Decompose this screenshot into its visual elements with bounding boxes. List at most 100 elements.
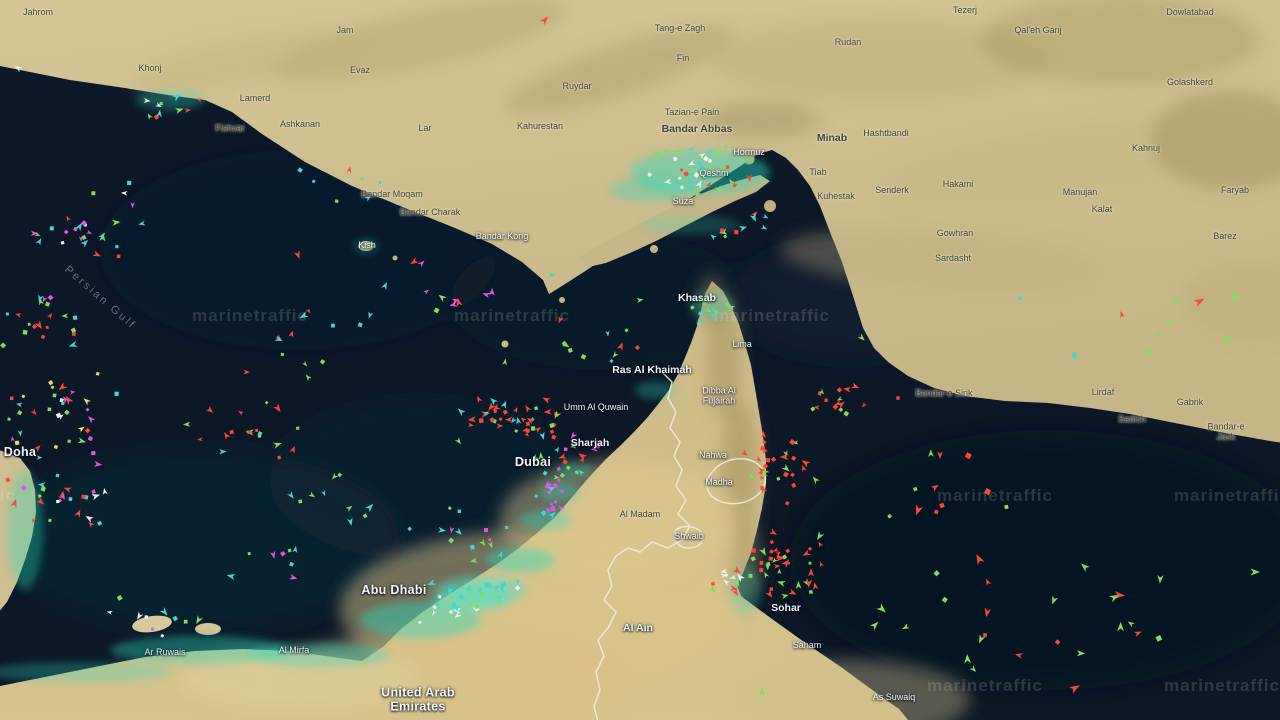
ship-marker[interactable] — [514, 585, 521, 591]
ship-marker[interactable] — [1171, 295, 1181, 306]
ship-marker[interactable] — [795, 580, 802, 589]
ship-marker[interactable] — [50, 385, 55, 390]
ship-marker[interactable] — [41, 295, 48, 304]
ship-marker[interactable] — [547, 490, 552, 495]
ship-marker[interactable] — [1164, 318, 1172, 324]
ship-marker[interactable] — [738, 224, 748, 232]
ship-marker[interactable] — [711, 172, 719, 178]
ship-marker[interactable] — [740, 449, 749, 458]
ship-marker[interactable] — [685, 177, 694, 186]
ship-marker[interactable] — [298, 499, 303, 504]
ship-marker[interactable] — [111, 219, 121, 226]
ship-marker[interactable] — [723, 234, 728, 239]
ship-marker[interactable] — [484, 582, 490, 588]
ship-marker[interactable] — [757, 466, 766, 475]
ship-marker[interactable] — [547, 510, 558, 520]
ship-marker[interactable] — [541, 395, 551, 404]
ship-marker[interactable] — [449, 301, 458, 308]
ship-marker[interactable] — [280, 352, 285, 357]
ship-marker[interactable] — [31, 323, 38, 330]
ship-marker[interactable] — [558, 453, 567, 461]
ship-marker[interactable] — [808, 568, 815, 577]
ship-marker[interactable] — [964, 653, 972, 664]
ship-marker[interactable] — [551, 434, 557, 440]
ship-marker[interactable] — [67, 439, 71, 443]
ship-marker[interactable] — [304, 373, 312, 382]
ship-marker[interactable] — [30, 230, 39, 236]
ship-marker[interactable] — [548, 501, 556, 508]
ship-marker[interactable] — [63, 485, 72, 493]
ship-marker[interactable] — [785, 548, 791, 554]
ship-marker[interactable] — [984, 488, 992, 496]
ship-marker[interactable] — [345, 504, 353, 512]
ship-marker[interactable] — [561, 340, 568, 347]
ship-marker[interactable] — [720, 168, 725, 174]
ship-marker[interactable] — [68, 497, 73, 501]
ship-marker[interactable] — [683, 171, 689, 177]
ship-marker[interactable] — [488, 582, 494, 589]
ship-marker[interactable] — [467, 416, 477, 423]
ship-marker[interactable] — [197, 437, 203, 442]
ship-marker[interactable] — [474, 604, 480, 610]
ship-marker[interactable] — [524, 431, 531, 438]
ship-marker[interactable] — [814, 531, 825, 542]
ship-marker[interactable] — [701, 300, 707, 306]
ship-marker[interactable] — [760, 467, 770, 477]
ship-marker[interactable] — [1068, 682, 1082, 694]
ship-marker[interactable] — [1193, 295, 1207, 307]
ship-marker[interactable] — [732, 566, 743, 576]
ship-marker[interactable] — [1108, 592, 1121, 603]
ship-marker[interactable] — [836, 396, 843, 402]
ship-marker[interactable] — [57, 413, 64, 420]
ship-marker[interactable] — [437, 594, 442, 599]
ship-marker[interactable] — [196, 97, 203, 103]
ship-marker[interactable] — [762, 463, 769, 469]
ship-marker[interactable] — [514, 429, 519, 433]
ship-marker[interactable] — [451, 602, 457, 608]
ship-marker[interactable] — [127, 180, 132, 186]
ship-marker[interactable] — [91, 451, 96, 456]
ship-marker[interactable] — [762, 571, 770, 579]
ship-marker[interactable] — [298, 311, 309, 321]
ship-marker[interactable] — [901, 623, 910, 631]
ship-marker[interactable] — [452, 607, 462, 614]
ship-marker[interactable] — [73, 226, 78, 232]
ship-marker[interactable] — [836, 387, 843, 393]
ship-marker[interactable] — [693, 171, 700, 179]
ship-marker[interactable] — [1004, 504, 1009, 510]
ship-marker[interactable] — [288, 330, 295, 338]
ship-marker[interactable] — [817, 541, 824, 548]
ship-marker[interactable] — [525, 416, 535, 425]
ship-marker[interactable] — [274, 335, 284, 344]
ship-marker[interactable] — [818, 561, 824, 568]
ship-marker[interactable] — [95, 371, 100, 376]
ship-marker[interactable] — [976, 634, 986, 644]
ship-marker[interactable] — [448, 593, 455, 602]
ship-marker[interactable] — [426, 578, 437, 588]
ship-marker[interactable] — [57, 382, 68, 393]
ship-marker[interactable] — [800, 464, 807, 473]
ship-marker[interactable] — [247, 551, 251, 556]
ship-marker[interactable] — [762, 213, 769, 220]
ship-marker[interactable] — [10, 436, 15, 442]
ship-marker[interactable] — [539, 431, 546, 441]
ship-marker[interactable] — [40, 486, 46, 492]
ship-marker[interactable] — [690, 305, 695, 310]
ship-marker[interactable] — [748, 573, 753, 579]
ship-marker[interactable] — [559, 472, 566, 479]
ship-marker[interactable] — [710, 305, 716, 312]
ship-marker[interactable] — [77, 424, 86, 433]
ship-marker[interactable] — [983, 633, 987, 637]
ship-marker[interactable] — [760, 224, 768, 231]
ship-marker[interactable] — [55, 473, 60, 478]
ship-marker[interactable] — [65, 215, 71, 222]
ship-marker[interactable] — [20, 484, 27, 491]
ship-marker[interactable] — [811, 475, 820, 485]
ship-marker[interactable] — [60, 493, 67, 500]
ship-marker[interactable] — [634, 345, 640, 351]
ship-marker[interactable] — [577, 468, 585, 477]
ship-marker[interactable] — [545, 507, 552, 514]
ship-marker[interactable] — [86, 229, 93, 236]
ship-marker[interactable] — [437, 292, 447, 303]
ship-marker[interactable] — [138, 220, 146, 226]
